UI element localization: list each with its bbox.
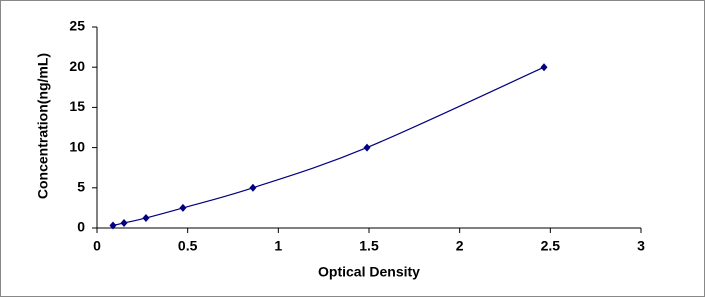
y-tick-label: 20 — [69, 58, 85, 74]
y-axis-title: Concentration(ng/mL) — [35, 53, 51, 199]
x-tick-label: 1.5 — [359, 238, 379, 254]
marker — [109, 221, 117, 230]
y-tick-label: 25 — [69, 18, 85, 34]
y-tick-label: 15 — [69, 98, 85, 114]
y-tick-label: 10 — [69, 138, 85, 154]
marker — [179, 203, 187, 212]
marker — [120, 218, 128, 227]
marker — [363, 143, 371, 152]
x-tick-label: 1 — [274, 238, 282, 254]
x-tick-label: 2.5 — [541, 238, 561, 254]
y-tick-label: 0 — [77, 219, 85, 235]
marker — [540, 63, 548, 72]
x-tick-label: 2 — [456, 238, 464, 254]
y-tick-label: 5 — [77, 179, 85, 195]
x-tick-label: 3 — [637, 238, 645, 254]
x-tick-label: 0.5 — [178, 238, 198, 254]
marker — [249, 183, 257, 192]
x-tick-label: 0 — [93, 238, 101, 254]
x-axis-title: Optical Density — [318, 264, 420, 280]
marker — [142, 213, 150, 222]
